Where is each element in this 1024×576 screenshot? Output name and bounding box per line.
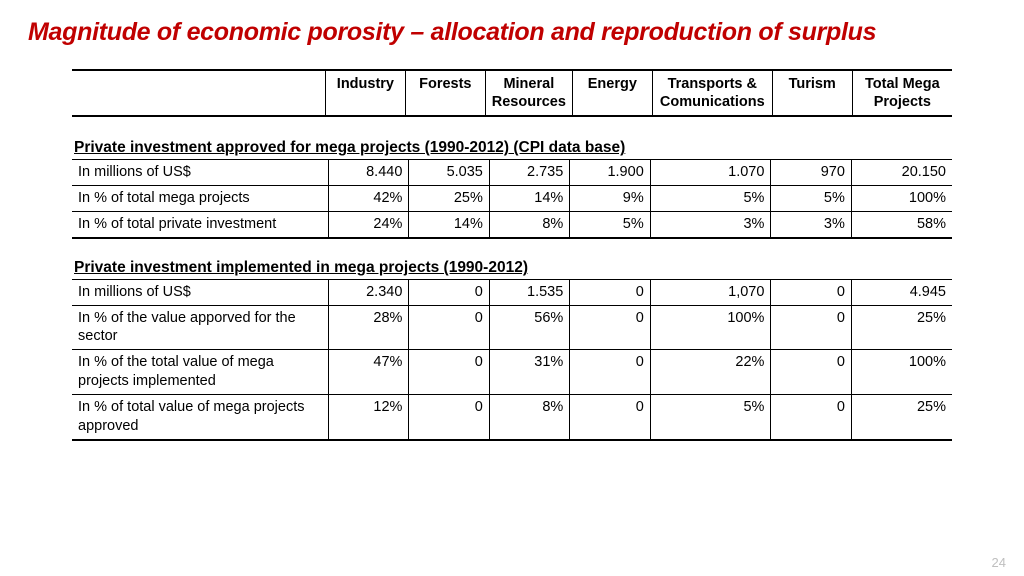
col-energy: Energy — [572, 70, 652, 116]
col-turism: Turism — [772, 70, 852, 116]
table-row: In % of the value apporved for the secto… — [72, 305, 952, 350]
col-total: Total Mega Projects — [852, 70, 952, 116]
section-title-implemented: Private investment implemented in mega p… — [72, 257, 952, 279]
col-industry: Industry — [325, 70, 405, 116]
table-row: In millions of US$ 8.440 5.035 2.735 1.9… — [72, 160, 952, 186]
table-row: In % of total private investment 24% 14%… — [72, 211, 952, 237]
section-implemented: Private investment implemented in mega p… — [72, 257, 952, 441]
table-row: In millions of US$ 2.340 0 1.535 0 1,070… — [72, 279, 952, 305]
col-transport: Transports & Comunications — [652, 70, 772, 116]
table-row: In % of total mega projects 42% 25% 14% … — [72, 186, 952, 212]
page-title: Magnitude of economic porosity – allocat… — [28, 18, 996, 47]
table-row: In % of total value of mega projects app… — [72, 395, 952, 440]
page-number: 24 — [992, 555, 1006, 570]
table-approved: In millions of US$ 8.440 5.035 2.735 1.9… — [72, 159, 952, 239]
col-forests: Forests — [405, 70, 485, 116]
table-row: In % of the total value of mega projects… — [72, 350, 952, 395]
section-approved: Private investment approved for mega pro… — [72, 137, 952, 239]
col-mineral: Mineral Resources — [485, 70, 572, 116]
header-table: Industry Forests Mineral Resources Energ… — [72, 69, 952, 117]
table-implemented: In millions of US$ 2.340 0 1.535 0 1,070… — [72, 279, 952, 441]
section-title-approved: Private investment approved for mega pro… — [72, 137, 952, 159]
